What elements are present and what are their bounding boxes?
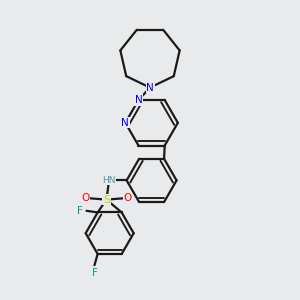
Text: O: O (82, 193, 90, 203)
Text: HN: HN (102, 176, 116, 185)
Text: S: S (103, 195, 110, 205)
Text: F: F (77, 206, 83, 216)
Text: F: F (92, 268, 98, 278)
Text: N: N (122, 118, 129, 128)
Text: O: O (123, 193, 131, 203)
Text: N: N (146, 82, 154, 93)
Text: N: N (135, 95, 142, 105)
